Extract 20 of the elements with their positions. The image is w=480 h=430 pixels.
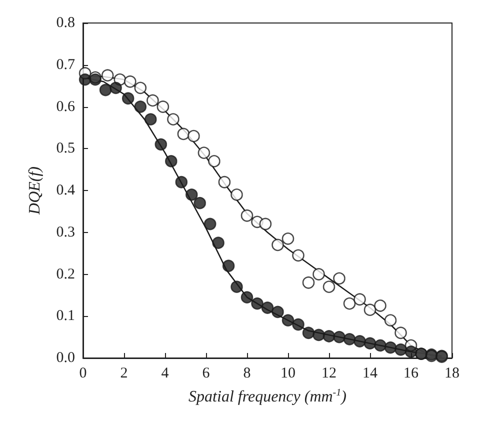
x-tick-label: 16: [404, 366, 419, 382]
x-tick-label: 2: [120, 366, 128, 382]
x-tick-label: 4: [161, 366, 170, 382]
x-tick-label: 8: [243, 366, 251, 382]
y-tick-label: 0.5: [56, 140, 75, 157]
y-tick-label: 0.2: [56, 266, 75, 282]
y-tick-label: 0.0: [56, 350, 75, 366]
x-tick-label: 12: [322, 366, 336, 382]
x-tick-label: 18: [444, 366, 460, 382]
x-tick-label: 14: [362, 366, 378, 382]
y-tick-label: 0.6: [56, 98, 76, 115]
x-tick-label: 10: [280, 366, 296, 382]
y-tick-label: 0.7: [56, 56, 76, 73]
y-tick-label: 0.4: [56, 182, 76, 198]
y-tick-label: 0.8: [56, 15, 75, 31]
x-tick-label: 6: [202, 366, 210, 382]
y-tick-label: 0.1: [56, 308, 75, 324]
y-axis-title: DQE(f): [26, 166, 44, 216]
y-tick-label: 0.3: [56, 224, 75, 240]
x-tick-label: 0: [79, 366, 87, 382]
